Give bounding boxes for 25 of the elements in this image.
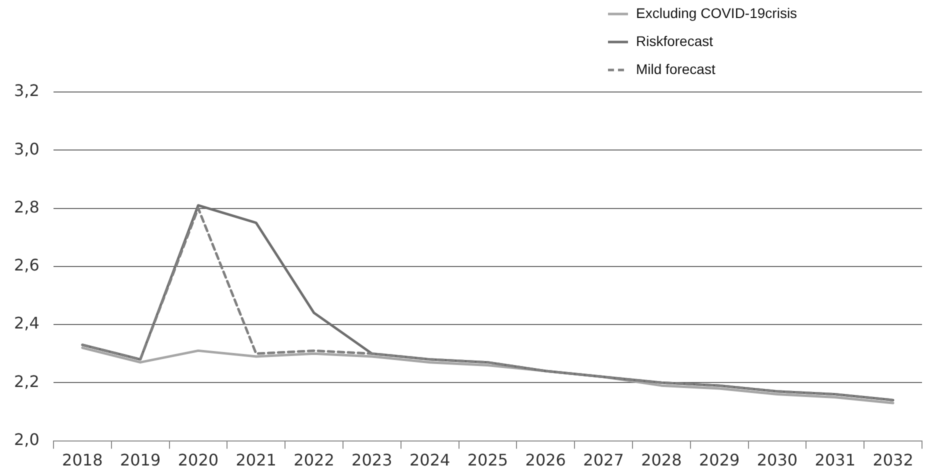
x-tick-label: 2029	[698, 450, 740, 470]
x-tick-label: 2024	[409, 450, 450, 470]
y-tick-label: 2,6	[14, 256, 40, 275]
y-tick-label: 2,4	[14, 314, 40, 333]
x-tick-label: 2031	[814, 450, 856, 470]
x-tick-label: 2027	[583, 450, 624, 470]
x-tick-label: 2032	[872, 450, 914, 470]
x-tick-label: 2022	[294, 450, 334, 470]
y-tick-label: 2,2	[14, 372, 40, 391]
legend-label: Riskforecast	[636, 32, 714, 49]
x-tick-label: 2020	[178, 450, 219, 470]
legend-label: Mild forecast	[636, 60, 716, 77]
x-tick-label: 2030	[756, 450, 798, 470]
x-tick-label: 2028	[641, 450, 682, 470]
x-tick-label: 2023	[352, 450, 392, 470]
x-tick-label: 2021	[236, 450, 276, 470]
y-tick-label: 2,8	[14, 197, 40, 216]
y-tick-label: 3,0	[14, 139, 40, 158]
y-tick-label: 3,2	[14, 81, 40, 100]
x-tick-label: 2026	[525, 450, 566, 470]
y-tick-label: 2,0	[14, 430, 40, 449]
legend-label: Excluding COVID-19crisis	[636, 4, 798, 21]
x-tick-label: 2019	[120, 450, 161, 470]
x-tick-label: 2018	[62, 450, 103, 470]
x-tick-label: 2025	[467, 450, 508, 470]
